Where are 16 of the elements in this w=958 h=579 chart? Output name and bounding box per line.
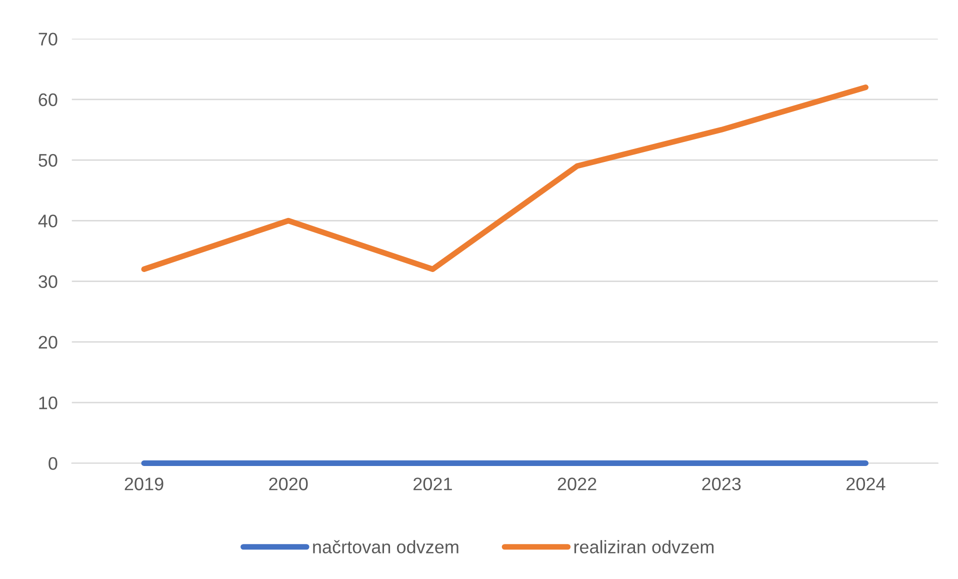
y-tick-label: 30 — [38, 275, 58, 288]
x-tick-label: 2023 — [702, 478, 741, 490]
y-tick-label: 50 — [38, 154, 58, 167]
x-tick-label: 2022 — [558, 478, 596, 490]
y-tick-label: 20 — [38, 336, 58, 349]
x-tick-label: 2019 — [124, 478, 164, 490]
legend-label: načrtovan odvzem — [313, 540, 458, 554]
y-tick-label: 0 — [48, 457, 58, 470]
x-tick-label: 2020 — [269, 478, 308, 490]
x-tick-label: 2024 — [846, 478, 886, 490]
y-tick-label: 40 — [38, 214, 58, 228]
y-tick-label: 70 — [38, 32, 58, 46]
legend-label: realiziran odvzem — [574, 540, 714, 554]
y-tick-label: 10 — [39, 396, 58, 410]
x-tick-label: 2021 — [414, 478, 452, 490]
y-tick-label: 60 — [38, 93, 58, 106]
